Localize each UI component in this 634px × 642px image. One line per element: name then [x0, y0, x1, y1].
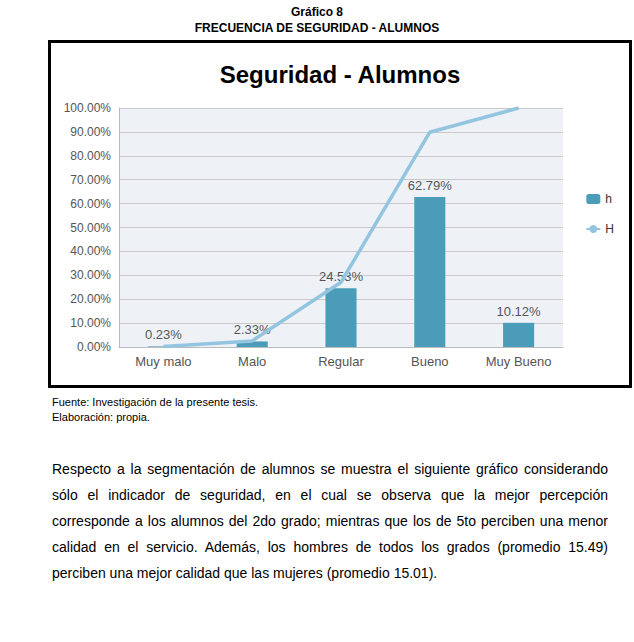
html-text:Respecto a la segmentación de: Respecto a la segmentación de alumnos se…: [52, 461, 608, 581]
svg-text:80.00%: 80.00%: [70, 149, 111, 163]
svg-text:0.00%: 0.00%: [77, 340, 111, 354]
svg-text:70.00%: 70.00%: [70, 173, 111, 187]
svg-text:10.00%: 10.00%: [70, 316, 111, 330]
svg-text:Bueno: Bueno: [411, 354, 449, 369]
svg-text:40.00%: 40.00%: [70, 244, 111, 258]
svg-text:2.33%: 2.33%: [234, 322, 271, 337]
svg-text:62.79%: 62.79%: [408, 178, 453, 193]
svg-text:h: h: [605, 192, 612, 206]
html-text:Gráfico 8: Gráfico 8: [291, 5, 343, 19]
svg-text:Regular: Regular: [318, 354, 364, 369]
svg-text:0.23%: 0.23%: [145, 327, 182, 342]
svg-text:60.00%: 60.00%: [70, 197, 111, 211]
svg-text:10.12%: 10.12%: [497, 304, 542, 319]
svg-text:50.00%: 50.00%: [70, 221, 111, 235]
html-text:FRECUENCIA DE SEGURIDAD - ALUM: FRECUENCIA DE SEGURIDAD - ALUMNOS: [194, 21, 440, 35]
svg-text:20.00%: 20.00%: [70, 292, 111, 306]
svg-text:24.53%: 24.53%: [319, 269, 363, 285]
svg-text:90.00%: 90.00%: [70, 125, 111, 139]
html-text:Elaboración: propia.: Elaboración: propia.: [52, 411, 150, 423]
svg-text:Seguridad - Alumnos: Seguridad - Alumnos: [220, 61, 460, 88]
svg-text:30.00%: 30.00%: [70, 268, 111, 282]
svg-text:100.00%: 100.00%: [64, 101, 112, 115]
svg-text:Muy Bueno: Muy Bueno: [486, 354, 552, 369]
svg-text:H: H: [605, 222, 614, 236]
html-text:Fuente: Investigación de la pr: Fuente: Investigación de la presente tes…: [52, 396, 259, 408]
svg-text:Malo: Malo: [238, 354, 266, 369]
svg-text:Muy malo: Muy malo: [135, 354, 191, 369]
